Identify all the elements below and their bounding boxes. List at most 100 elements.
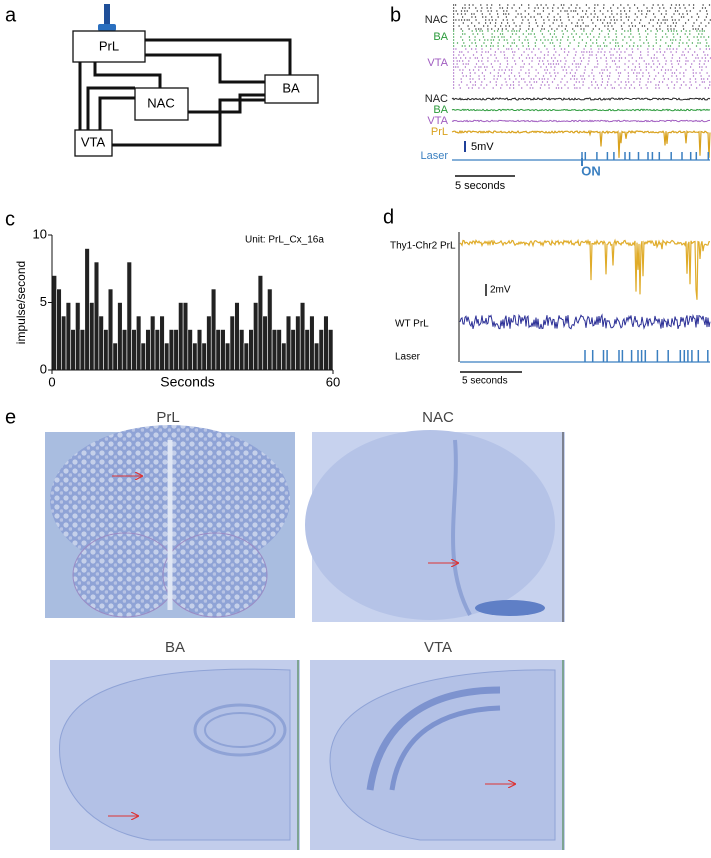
bar [131, 329, 137, 371]
bar [168, 329, 175, 371]
bar [267, 288, 273, 371]
bar [56, 288, 62, 371]
bar [192, 342, 198, 371]
bar [290, 329, 296, 371]
raster-label: VTA [427, 57, 448, 69]
trace [451, 129, 711, 158]
bar [262, 315, 268, 371]
bar [164, 342, 170, 371]
node-box [134, 87, 189, 121]
bar [239, 329, 245, 371]
bar [107, 288, 114, 371]
scale-label: 5 seconds [462, 376, 508, 387]
bar [159, 315, 165, 371]
bar [276, 329, 282, 371]
bar [229, 315, 235, 371]
trace-label: Thy1-Chr2 PrL [390, 241, 456, 252]
x-axis-label: Seconds [160, 374, 214, 390]
bar [65, 302, 72, 371]
bar [79, 329, 86, 371]
x-tick-label: 0 [48, 374, 55, 389]
spike-raster [453, 30, 710, 47]
bar [299, 302, 306, 371]
bar [271, 329, 278, 371]
y-tick-label: 10 [33, 226, 47, 241]
bar [75, 302, 81, 371]
histology-image [305, 430, 565, 622]
bar [150, 315, 156, 371]
bar [304, 329, 310, 371]
bar [112, 342, 118, 371]
bar [318, 329, 324, 371]
bar [84, 248, 90, 371]
laser-pulses [584, 350, 709, 362]
trace-label: PrL [431, 126, 448, 138]
node-label: PrL [99, 38, 119, 53]
bar [117, 302, 123, 371]
bar [93, 261, 100, 371]
section-title: PrL [156, 409, 179, 426]
node-box [72, 30, 146, 63]
node-label: VTA [81, 134, 106, 149]
bar [210, 288, 217, 371]
bar [51, 275, 57, 371]
panel-label: e [5, 406, 16, 428]
trace [451, 96, 711, 101]
section-title: NAC [422, 409, 454, 426]
trace-label: NAC [425, 93, 448, 105]
bar [196, 329, 203, 371]
histology-image [310, 660, 565, 850]
bar [201, 342, 207, 371]
node-box [264, 74, 319, 104]
laser-pulses [581, 152, 710, 160]
trace [451, 108, 711, 112]
trace [459, 313, 711, 330]
bar [328, 329, 334, 371]
node-label: NAC [147, 95, 174, 110]
raster-label: BA [433, 31, 448, 43]
panel-label: b [390, 4, 401, 26]
bar [89, 302, 95, 371]
bar [206, 315, 212, 371]
node-label: BA [282, 80, 300, 95]
panel-label: c [5, 208, 15, 230]
bar [121, 329, 128, 371]
histology-image [50, 660, 300, 850]
bar [187, 329, 193, 371]
bar [253, 302, 259, 371]
bar [98, 315, 104, 371]
bar [281, 342, 287, 371]
panel-label: a [5, 4, 17, 26]
raster-label: NAC [425, 14, 448, 26]
bar [234, 302, 240, 371]
bar [309, 315, 315, 371]
node-box [74, 129, 113, 157]
spike-raster [453, 48, 711, 89]
histology-image [45, 425, 295, 618]
bar [257, 275, 264, 371]
scale-label: 2mV [490, 285, 511, 296]
bar [295, 315, 301, 371]
y-tick-label: 5 [40, 294, 47, 309]
y-axis-label: impulse/second [14, 261, 28, 344]
bar [313, 342, 320, 371]
circuit-diagram [78, 38, 292, 147]
spike-raster [453, 4, 711, 30]
scale-label: 5 seconds [455, 180, 506, 192]
optic-fiber [98, 24, 116, 31]
bar [145, 329, 151, 371]
panel-label: d [383, 206, 394, 228]
bar [70, 329, 76, 371]
bar [215, 329, 221, 371]
bar [140, 342, 146, 371]
annotation: Unit: PrL_Cx_16a [245, 235, 324, 246]
bar [323, 315, 329, 371]
bar [173, 329, 179, 371]
bar [61, 315, 67, 371]
trace [451, 119, 711, 123]
bar [103, 329, 109, 371]
bar [154, 329, 161, 371]
section-title: BA [165, 639, 185, 656]
bar [243, 342, 249, 371]
